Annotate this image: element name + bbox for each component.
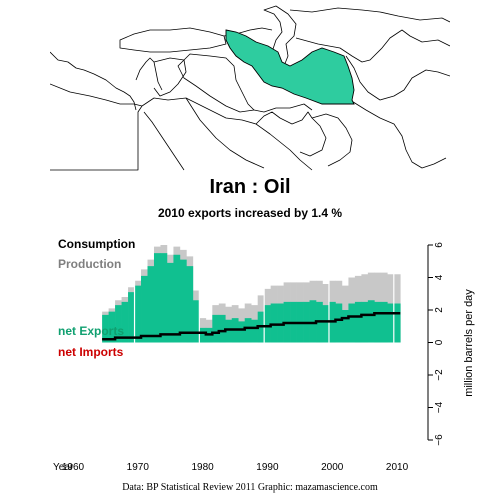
net-export-bar xyxy=(367,300,375,343)
map-border-north-africa xyxy=(50,83,143,107)
map-border-syria-jordan xyxy=(153,57,187,97)
map-border-oman xyxy=(311,113,353,167)
y-axis: −6 −4 −2 0 2 4 6 million barrels per day xyxy=(427,242,475,446)
net-export-bar xyxy=(179,259,187,343)
net-export-bar xyxy=(218,314,226,343)
net-export-bar xyxy=(322,305,330,343)
x-tick-label: 1960 xyxy=(62,462,85,473)
oil-chart: −6 −4 −2 0 2 4 6 million barrels per day Year … xyxy=(53,237,475,473)
net-export-bar xyxy=(147,266,155,343)
y-tick-label: 4 xyxy=(434,274,445,280)
net-export-bar xyxy=(102,314,109,343)
net-export-bar xyxy=(387,303,395,343)
net-export-bar xyxy=(192,300,200,343)
net-export-bar xyxy=(264,305,271,343)
net-export-bar xyxy=(251,319,258,343)
y-tick-label: 2 xyxy=(434,307,445,313)
x-tick-label: 2010 xyxy=(386,462,409,473)
x-axis: Year 1960 1970 1980 1990 2000 2010 xyxy=(53,462,409,473)
net-export-bar xyxy=(115,305,122,343)
net-export-bar xyxy=(374,301,382,343)
map-border-turkey xyxy=(119,27,227,53)
map-border-gulf-states xyxy=(255,111,327,157)
map-border-mediterranean-coast xyxy=(50,51,137,111)
map-border-arabian-peninsula xyxy=(141,97,313,171)
chart-title: Iran : Oil xyxy=(209,176,291,198)
net-export-bar xyxy=(341,310,349,343)
net-export-bar xyxy=(238,321,246,343)
net-export-bar xyxy=(166,262,174,343)
y-tick-label: −2 xyxy=(434,369,445,381)
net-export-bar xyxy=(393,303,401,343)
legend-net-exports: net Exports xyxy=(58,324,124,338)
map-border-africa-north xyxy=(50,105,143,171)
x-axis-label: Year xyxy=(53,462,74,473)
map-border-turkmenistan xyxy=(295,29,450,63)
net-export-bar xyxy=(361,301,369,343)
net-export-bar xyxy=(153,253,161,343)
net-export-bar xyxy=(121,301,129,343)
legend-production: Production xyxy=(58,257,121,271)
y-axis-label: million barrels per day xyxy=(463,289,475,397)
net-export-bar xyxy=(108,311,116,343)
net-export-bar xyxy=(380,301,388,343)
net-export-bar xyxy=(225,319,233,343)
net-export-bar xyxy=(199,327,207,343)
y-tick-label: −6 xyxy=(434,434,445,446)
consumption-line xyxy=(102,312,401,341)
net-export-bar xyxy=(277,303,284,343)
net-export-bar xyxy=(354,301,362,343)
x-tick-label: 1980 xyxy=(191,462,214,473)
y-tick-label: 6 xyxy=(434,242,445,248)
net-export-bar xyxy=(160,253,168,343)
y-tick-label: −4 xyxy=(434,401,445,413)
x-tick-label: 1990 xyxy=(256,462,279,473)
net-exports-bars xyxy=(102,253,401,343)
legend: Consumption Production net Exports net I… xyxy=(58,237,135,359)
x-ticks: 1960 1970 1980 1990 2000 2010 xyxy=(62,462,409,473)
net-export-bar xyxy=(348,303,356,343)
regional-map xyxy=(50,5,450,171)
map-border-red-sea xyxy=(143,111,185,171)
chart-subtitle: 2010 exports increased by 1.4 % xyxy=(157,206,343,220)
legend-consumption: Consumption xyxy=(58,237,135,251)
legend-net-imports: net Imports xyxy=(58,345,124,359)
net-export-bar xyxy=(173,254,181,343)
net-export-bar xyxy=(212,314,220,343)
net-export-bar xyxy=(141,275,148,343)
map-border-persian-gulf xyxy=(253,103,313,113)
net-export-bar xyxy=(244,318,252,343)
data-source-caption: Data: BP Statistical Review 2011 Graphic… xyxy=(122,482,378,493)
map-border-saudi-interior xyxy=(185,97,265,169)
net-export-bar xyxy=(335,303,343,343)
net-export-bar xyxy=(186,266,194,343)
y-tick-label: 0 xyxy=(434,339,445,345)
map-border-levant xyxy=(135,57,163,91)
net-export-bar xyxy=(270,303,278,343)
x-tick-label: 1970 xyxy=(127,462,150,473)
iran-shape xyxy=(225,29,355,105)
net-export-bar xyxy=(134,285,142,343)
y-ticks: −6 −4 −2 0 2 4 6 xyxy=(428,242,445,446)
map-border-pakistan xyxy=(349,99,447,169)
map-border-central-asia xyxy=(289,7,450,23)
x-tick-label: 2000 xyxy=(321,462,344,473)
map-border-afghanistan xyxy=(345,55,450,101)
net-export-bar xyxy=(128,292,135,343)
net-export-bar xyxy=(309,300,317,343)
